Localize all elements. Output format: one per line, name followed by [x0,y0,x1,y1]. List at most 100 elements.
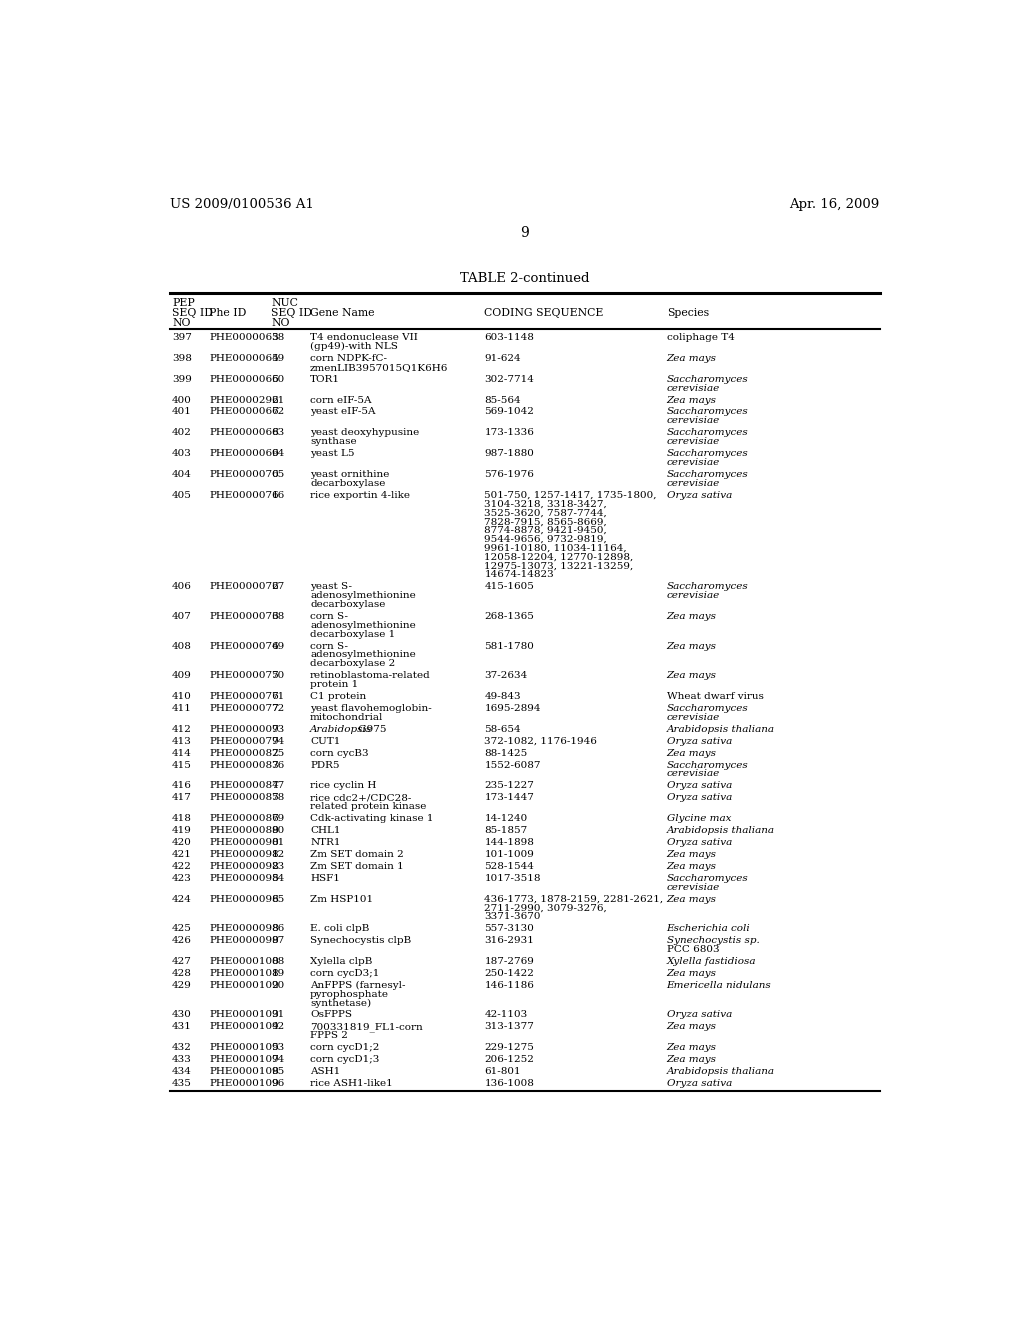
Text: 700331819_FL1-corn: 700331819_FL1-corn [310,1022,423,1032]
Text: 86: 86 [271,924,285,933]
Text: 1695-2894: 1695-2894 [484,704,541,713]
Text: PHE0000292: PHE0000292 [209,396,280,404]
Text: 187-2769: 187-2769 [484,957,535,966]
Text: 422: 422 [172,862,193,871]
Text: coliphage T4: coliphage T4 [667,333,734,342]
Text: PHE0000079: PHE0000079 [209,737,280,746]
Text: 9544-9656, 9732-9819,: 9544-9656, 9732-9819, [484,535,607,544]
Text: 410: 410 [172,692,193,701]
Text: Saccharomyces: Saccharomyces [667,582,749,591]
Text: C1 protein: C1 protein [310,692,367,701]
Text: 3371-3670: 3371-3670 [484,912,541,921]
Text: 430: 430 [172,1010,193,1019]
Text: 87: 87 [271,936,285,945]
Text: AnFPPS (farnesyl-: AnFPPS (farnesyl- [310,981,406,990]
Text: 229-1275: 229-1275 [484,1043,535,1052]
Text: Xylella fastidiosa: Xylella fastidiosa [667,957,756,966]
Text: Oryza sativa: Oryza sativa [667,1078,732,1088]
Text: 412: 412 [172,725,193,734]
Text: PHE0000082: PHE0000082 [209,748,280,758]
Text: 426: 426 [172,936,193,945]
Text: 316-2931: 316-2931 [484,936,535,945]
Text: 95: 95 [271,1067,285,1076]
Text: Arabidopsis: Arabidopsis [310,725,373,734]
Text: 1552-6087: 1552-6087 [484,760,541,770]
Text: 9961-10180, 11034-11164,: 9961-10180, 11034-11164, [484,544,627,553]
Text: SEQ ID: SEQ ID [271,308,312,318]
Text: adenosylmethionine: adenosylmethionine [310,651,416,660]
Text: PHE0000071: PHE0000071 [209,491,280,500]
Text: 397: 397 [172,333,193,342]
Text: Oryza sativa: Oryza sativa [667,737,732,746]
Text: PHE0000063: PHE0000063 [209,333,280,342]
Text: Zea mays: Zea mays [667,748,717,758]
Text: Arabidopsis thaliana: Arabidopsis thaliana [667,826,774,836]
Text: cerevisiae: cerevisiae [667,883,720,891]
Text: Zm SET domain 2: Zm SET domain 2 [310,850,403,859]
Text: 415: 415 [172,760,193,770]
Text: Saccharomyces: Saccharomyces [667,449,749,458]
Text: PHE0000099: PHE0000099 [209,936,280,945]
Text: CHL1: CHL1 [310,826,341,836]
Text: 91: 91 [271,1010,285,1019]
Text: US 2009/0100536 A1: US 2009/0100536 A1 [170,198,313,211]
Text: 88: 88 [271,957,285,966]
Text: TABLE 2-continued: TABLE 2-continued [460,272,590,285]
Text: 73: 73 [271,725,285,734]
Text: PHE0000072: PHE0000072 [209,582,280,591]
Text: 408: 408 [172,642,193,651]
Text: 94: 94 [271,1055,285,1064]
Text: 42-1103: 42-1103 [484,1010,527,1019]
Text: Glycine max: Glycine max [667,814,731,824]
Text: PHE0000104: PHE0000104 [209,1022,280,1031]
Text: PHE0000068: PHE0000068 [209,428,280,437]
Text: 76: 76 [271,760,285,770]
Text: corn cycD3;1: corn cycD3;1 [310,969,380,978]
Text: TOR1: TOR1 [310,375,340,384]
Text: HSF1: HSF1 [310,874,340,883]
Text: Saccharomyces: Saccharomyces [667,874,749,883]
Text: Oryza sativa: Oryza sativa [667,491,732,500]
Text: 206-1252: 206-1252 [484,1055,535,1064]
Text: Saccharomyces: Saccharomyces [667,470,749,479]
Text: 70: 70 [271,671,285,680]
Text: PHE0000084: PHE0000084 [209,781,280,791]
Text: 313-1377: 313-1377 [484,1022,535,1031]
Text: synthase: synthase [310,437,356,446]
Text: 14-1240: 14-1240 [484,814,527,824]
Text: Xylella clpB: Xylella clpB [310,957,373,966]
Text: 96: 96 [271,1078,285,1088]
Text: 89: 89 [271,969,285,978]
Text: 136-1008: 136-1008 [484,1078,535,1088]
Text: NTR1: NTR1 [310,838,341,847]
Text: yeast L5: yeast L5 [310,449,354,458]
Text: Oryza sativa: Oryza sativa [667,781,732,791]
Text: 68: 68 [271,612,285,620]
Text: 987-1880: 987-1880 [484,449,535,458]
Text: 173-1447: 173-1447 [484,793,535,803]
Text: 14674-14823: 14674-14823 [484,570,554,579]
Text: 250-1422: 250-1422 [484,969,535,978]
Text: 417: 417 [172,793,193,803]
Text: Saccharomyces: Saccharomyces [667,428,749,437]
Text: cerevisiae: cerevisiae [667,713,720,722]
Text: Zea mays: Zea mays [667,1043,717,1052]
Text: NUC: NUC [271,298,298,308]
Text: pyrophosphate: pyrophosphate [310,990,389,999]
Text: CUT1: CUT1 [310,737,341,746]
Text: 80: 80 [271,826,285,836]
Text: 85-564: 85-564 [484,396,521,404]
Text: 75: 75 [271,748,285,758]
Text: 421: 421 [172,850,193,859]
Text: Zea mays: Zea mays [667,354,717,363]
Text: Synechocystis clpB: Synechocystis clpB [310,936,412,945]
Text: 78: 78 [271,793,285,803]
Text: 8774-8878, 9421-9450,: 8774-8878, 9421-9450, [484,527,607,535]
Text: 268-1365: 268-1365 [484,612,535,620]
Text: 436-1773, 1878-2159, 2281-2621,: 436-1773, 1878-2159, 2281-2621, [484,895,664,903]
Text: zmenLIB3957015Q1K6H6: zmenLIB3957015Q1K6H6 [310,363,449,372]
Text: PHE0000085: PHE0000085 [209,793,280,803]
Text: 431: 431 [172,1022,193,1031]
Text: rice cdc2+/CDC28-: rice cdc2+/CDC28- [310,793,412,803]
Text: Gene Name: Gene Name [310,308,375,318]
